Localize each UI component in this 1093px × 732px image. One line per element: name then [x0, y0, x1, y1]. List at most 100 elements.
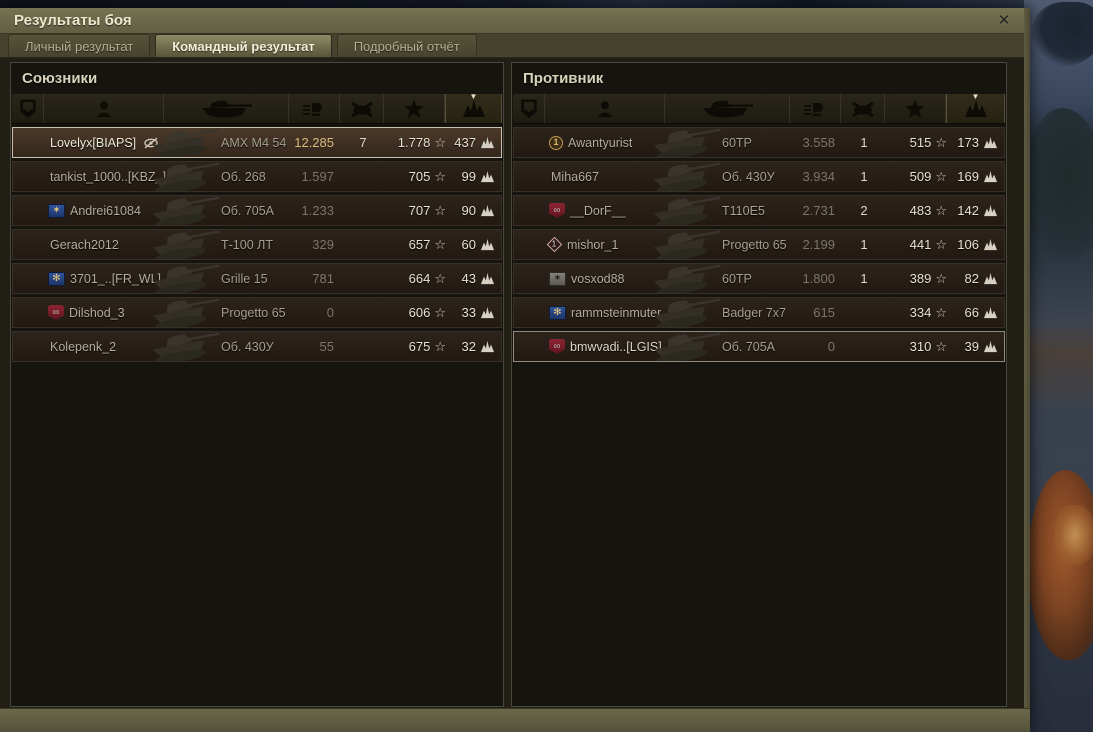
xp-cell: 509 ☆ [886, 162, 947, 191]
tab-team-result[interactable]: Командный результат [155, 34, 332, 57]
star-icon: ☆ [935, 305, 947, 320]
clan-emblem: ✻ [549, 305, 566, 320]
star-icon: ☆ [935, 169, 947, 184]
honor-value: 106 [957, 237, 979, 252]
table-row[interactable]: ✻ 3701_..[FR_WL] Grille 15 781 664 [12, 263, 502, 294]
tank-name: Badger 7x7 [722, 305, 786, 320]
tank-cell: Об. 705А [653, 332, 791, 361]
honor-cell: 33 [446, 298, 501, 327]
xp-cell: 483 ☆ [886, 196, 947, 225]
star-icon: ☆ [434, 169, 446, 184]
damage-cell: 3.558 [791, 128, 842, 157]
kills-icon [350, 101, 373, 117]
table-row[interactable]: Miha667 Об. 430У 3.934 1 509 ☆ [513, 161, 1005, 192]
tank-silhouette [152, 264, 220, 293]
honor-column-header[interactable]: ▼ [946, 93, 1005, 123]
player-name: Gerach2012 [50, 237, 119, 252]
squad-cell [514, 332, 546, 361]
table-row[interactable]: ✶ vosxod88 60TP 1.800 1 389 ☆ [513, 263, 1005, 294]
star-icon: ☆ [935, 271, 947, 286]
player-cell: ∞ bmwvadi..[LGIS] [546, 332, 666, 361]
table-row[interactable]: ✶ Andrei61084 Об. 705А 1.233 707 [12, 195, 502, 226]
table-row[interactable]: 1 Awantyurist 60TP 3.558 1 515 ☆ [513, 127, 1005, 158]
table-row[interactable]: 1 mishor_1 Progetto 65 2.199 1 441 [513, 229, 1005, 260]
background-tank-wreck [1028, 470, 1093, 660]
kills-cell [842, 298, 886, 327]
damage-cell: 2.731 [791, 196, 842, 225]
kills-icon [851, 101, 874, 117]
xp-value: 1.778 [397, 135, 431, 150]
clan-emblem: ✶ [48, 203, 65, 218]
tank-column-header[interactable] [665, 94, 790, 123]
damage-value: 12.285 [294, 135, 334, 150]
star-icon: ☆ [935, 237, 947, 252]
kills-cell [341, 162, 385, 191]
player-column-header[interactable] [545, 94, 665, 123]
tank-silhouette [653, 162, 721, 191]
damage-column-header[interactable] [790, 94, 841, 123]
muted-eye-icon [144, 137, 158, 148]
squad-cell [13, 332, 45, 361]
kills-cell [341, 230, 385, 259]
tank-cell: T110E5 [653, 196, 791, 225]
tank-silhouette [653, 196, 721, 225]
tank-column-header[interactable] [164, 94, 289, 123]
clan-emblem: 1 [549, 135, 563, 150]
tank-silhouette [653, 230, 721, 259]
honor-cell: 60 [446, 230, 501, 259]
player-name: Andrei61084 [70, 203, 141, 218]
damage-cell: 329 [290, 230, 341, 259]
squad-column-header[interactable] [513, 94, 545, 123]
player-cell: ✻ 3701_..[FR_WL] [45, 264, 165, 293]
table-row[interactable]: Gerach2012 Т-100 ЛТ 329 657 ☆ [12, 229, 502, 260]
squad-icon [19, 98, 36, 118]
tank-name: T110E5 [722, 203, 765, 218]
player-cell: ∞ __DorF__ [546, 196, 666, 225]
xp-column-header[interactable] [384, 94, 445, 123]
xp-cell: 310 ☆ [886, 332, 947, 361]
tank-cell: Об. 430У [152, 332, 290, 361]
table-row[interactable]: tankist_1000..[KBZ_] Об. 268 1.597 705 [12, 161, 502, 192]
window-right-border [1024, 8, 1030, 732]
xp-value: 675 [408, 339, 431, 354]
player-cell: ✻ rammsteinmuter [546, 298, 666, 327]
squad-column-header[interactable] [12, 94, 44, 123]
damage-cell: 781 [290, 264, 341, 293]
kills-column-header[interactable] [841, 94, 885, 123]
squad-icon [520, 98, 537, 118]
xp-cell: 705 ☆ [385, 162, 446, 191]
xp-cell: 657 ☆ [385, 230, 446, 259]
allies-panel: Союзники [10, 62, 504, 707]
tank-name: Т-100 ЛТ [221, 237, 273, 252]
kills-column-header[interactable] [340, 94, 384, 123]
xp-cell: 1.778 ☆ [385, 128, 446, 157]
damage-column-header[interactable] [289, 94, 340, 123]
honor-cell: 39 [947, 332, 1004, 361]
tank-name: 60TP [722, 271, 752, 286]
honor-cell: 106 [947, 230, 1004, 259]
honor-column-header[interactable]: ▼ [445, 93, 502, 123]
tank-silhouette [653, 332, 721, 361]
table-row[interactable]: ∞ bmwvadi..[LGIS] Об. 705А 0 310 [513, 331, 1005, 362]
honor-cell: 43 [446, 264, 501, 293]
tank-name: Об. 268 [221, 169, 266, 184]
tank-silhouette [653, 128, 721, 157]
xp-column-header[interactable] [885, 94, 946, 123]
close-icon[interactable]: ✕ [997, 12, 1011, 29]
xp-value: 509 [909, 169, 932, 184]
squad-cell [514, 298, 546, 327]
player-column-header[interactable] [44, 94, 164, 123]
clan-emblem: ✻ [48, 271, 65, 286]
damage-cell: 0 [290, 298, 341, 327]
tab-personal-result[interactable]: Личный результат [8, 34, 151, 57]
table-row[interactable]: ✻ rammsteinmuter Badger 7x7 615 334 [513, 297, 1005, 328]
player-name: rammsteinmuter [571, 305, 662, 320]
tab-detailed-report[interactable]: Подробный отчёт [336, 34, 477, 57]
xp-value: 515 [909, 135, 932, 150]
tank-cell: Progetto 65 [152, 298, 290, 327]
player-cell: Kolepenk_2 [45, 332, 165, 361]
table-row[interactable]: Kolepenk_2 Об. 430У 55 675 ☆ [12, 331, 502, 362]
table-row[interactable]: Lovelyx[BIAPS] AMX M4 54 12.285 7 1.778 [12, 127, 502, 158]
table-row[interactable]: ∞ Dilshod_3 Progetto 65 0 606 ☆ [12, 297, 502, 328]
table-row[interactable]: ∞ __DorF__ T110E5 2.731 2 483 ☆ [513, 195, 1005, 226]
